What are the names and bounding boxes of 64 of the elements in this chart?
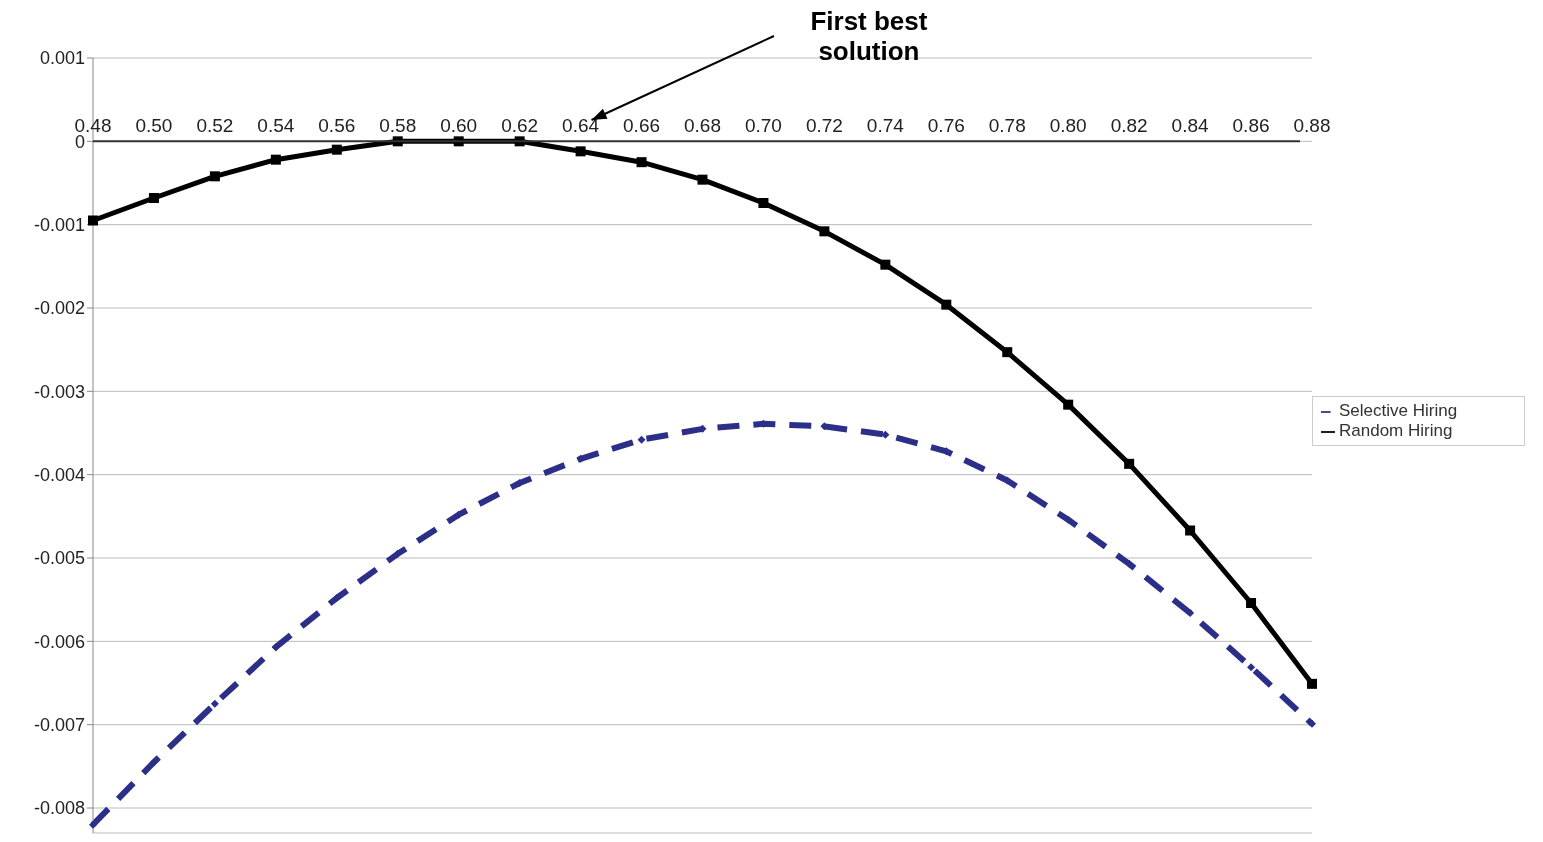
x-tick-label: 0.88 (1293, 115, 1331, 137)
y-tick-label: -0.007 (33, 715, 85, 736)
x-tick-label: 0.78 (988, 115, 1026, 137)
x-tick-label: 0.52 (196, 115, 234, 137)
y-tick-label: 0 (74, 131, 85, 152)
point (697, 174, 708, 185)
point (149, 758, 158, 767)
x-tick-label: 0.86 (1232, 115, 1270, 137)
legend-label: Random Hiring (1339, 421, 1453, 440)
annotation: First best solution (810, 6, 928, 66)
x-tick-label: 0.56 (318, 115, 356, 137)
x-tick-label: 0.82 (1110, 115, 1148, 137)
x-tick-label: 0.54 (257, 115, 295, 137)
point (148, 193, 159, 203)
y-tick-label: -0.004 (33, 465, 85, 486)
y-tick-label: -0.008 (33, 798, 85, 819)
point (881, 430, 890, 439)
x-tick-label: 0.80 (1049, 115, 1087, 137)
point (941, 299, 952, 310)
x-tick-label: 0.62 (501, 115, 539, 137)
point (270, 154, 281, 165)
point (1186, 609, 1195, 617)
x-tick-label: 0.84 (1171, 115, 1210, 137)
y-tick-label: 0.001 (39, 48, 85, 69)
x-tick-label: 0.50 (135, 115, 173, 137)
y-tick-label: -0.002 (33, 298, 85, 319)
point (331, 144, 342, 155)
point (88, 215, 98, 226)
x-tick-label: 0.68 (684, 115, 721, 137)
x-tick-label: 0.58 (379, 115, 417, 137)
point (1185, 525, 1196, 536)
x-tick-label: 0.64 (562, 115, 600, 137)
point (89, 820, 97, 829)
x-tick-label: 0.74 (866, 115, 905, 137)
point (1307, 678, 1317, 689)
point (880, 259, 891, 270)
point (636, 157, 647, 168)
x-tick-label: 0.72 (805, 115, 843, 137)
point (1124, 458, 1135, 469)
point (271, 643, 280, 652)
y-tick-label: -0.001 (33, 215, 85, 236)
point (332, 594, 341, 602)
y-tick-label: -0.005 (33, 548, 85, 569)
point (454, 510, 463, 519)
x-tick-label: 0.66 (623, 115, 661, 137)
point (819, 226, 830, 237)
x-tick-label: 0.70 (744, 115, 782, 137)
point (575, 146, 586, 157)
point (1063, 399, 1074, 410)
point (758, 198, 769, 208)
x-tick-label: 0.76 (927, 115, 965, 137)
point (1002, 347, 1013, 358)
point (393, 549, 402, 558)
x-tick-label: 0.60 (440, 115, 478, 137)
point (1247, 663, 1256, 672)
y-tick-label: -0.003 (33, 381, 85, 402)
point (1308, 719, 1316, 728)
legend-label: Selective Hiring (1339, 401, 1458, 420)
y-tick-label: -0.006 (33, 631, 85, 652)
point (1246, 598, 1257, 608)
point (210, 699, 219, 708)
point (1064, 515, 1073, 524)
point (1125, 559, 1134, 568)
point (637, 435, 646, 444)
